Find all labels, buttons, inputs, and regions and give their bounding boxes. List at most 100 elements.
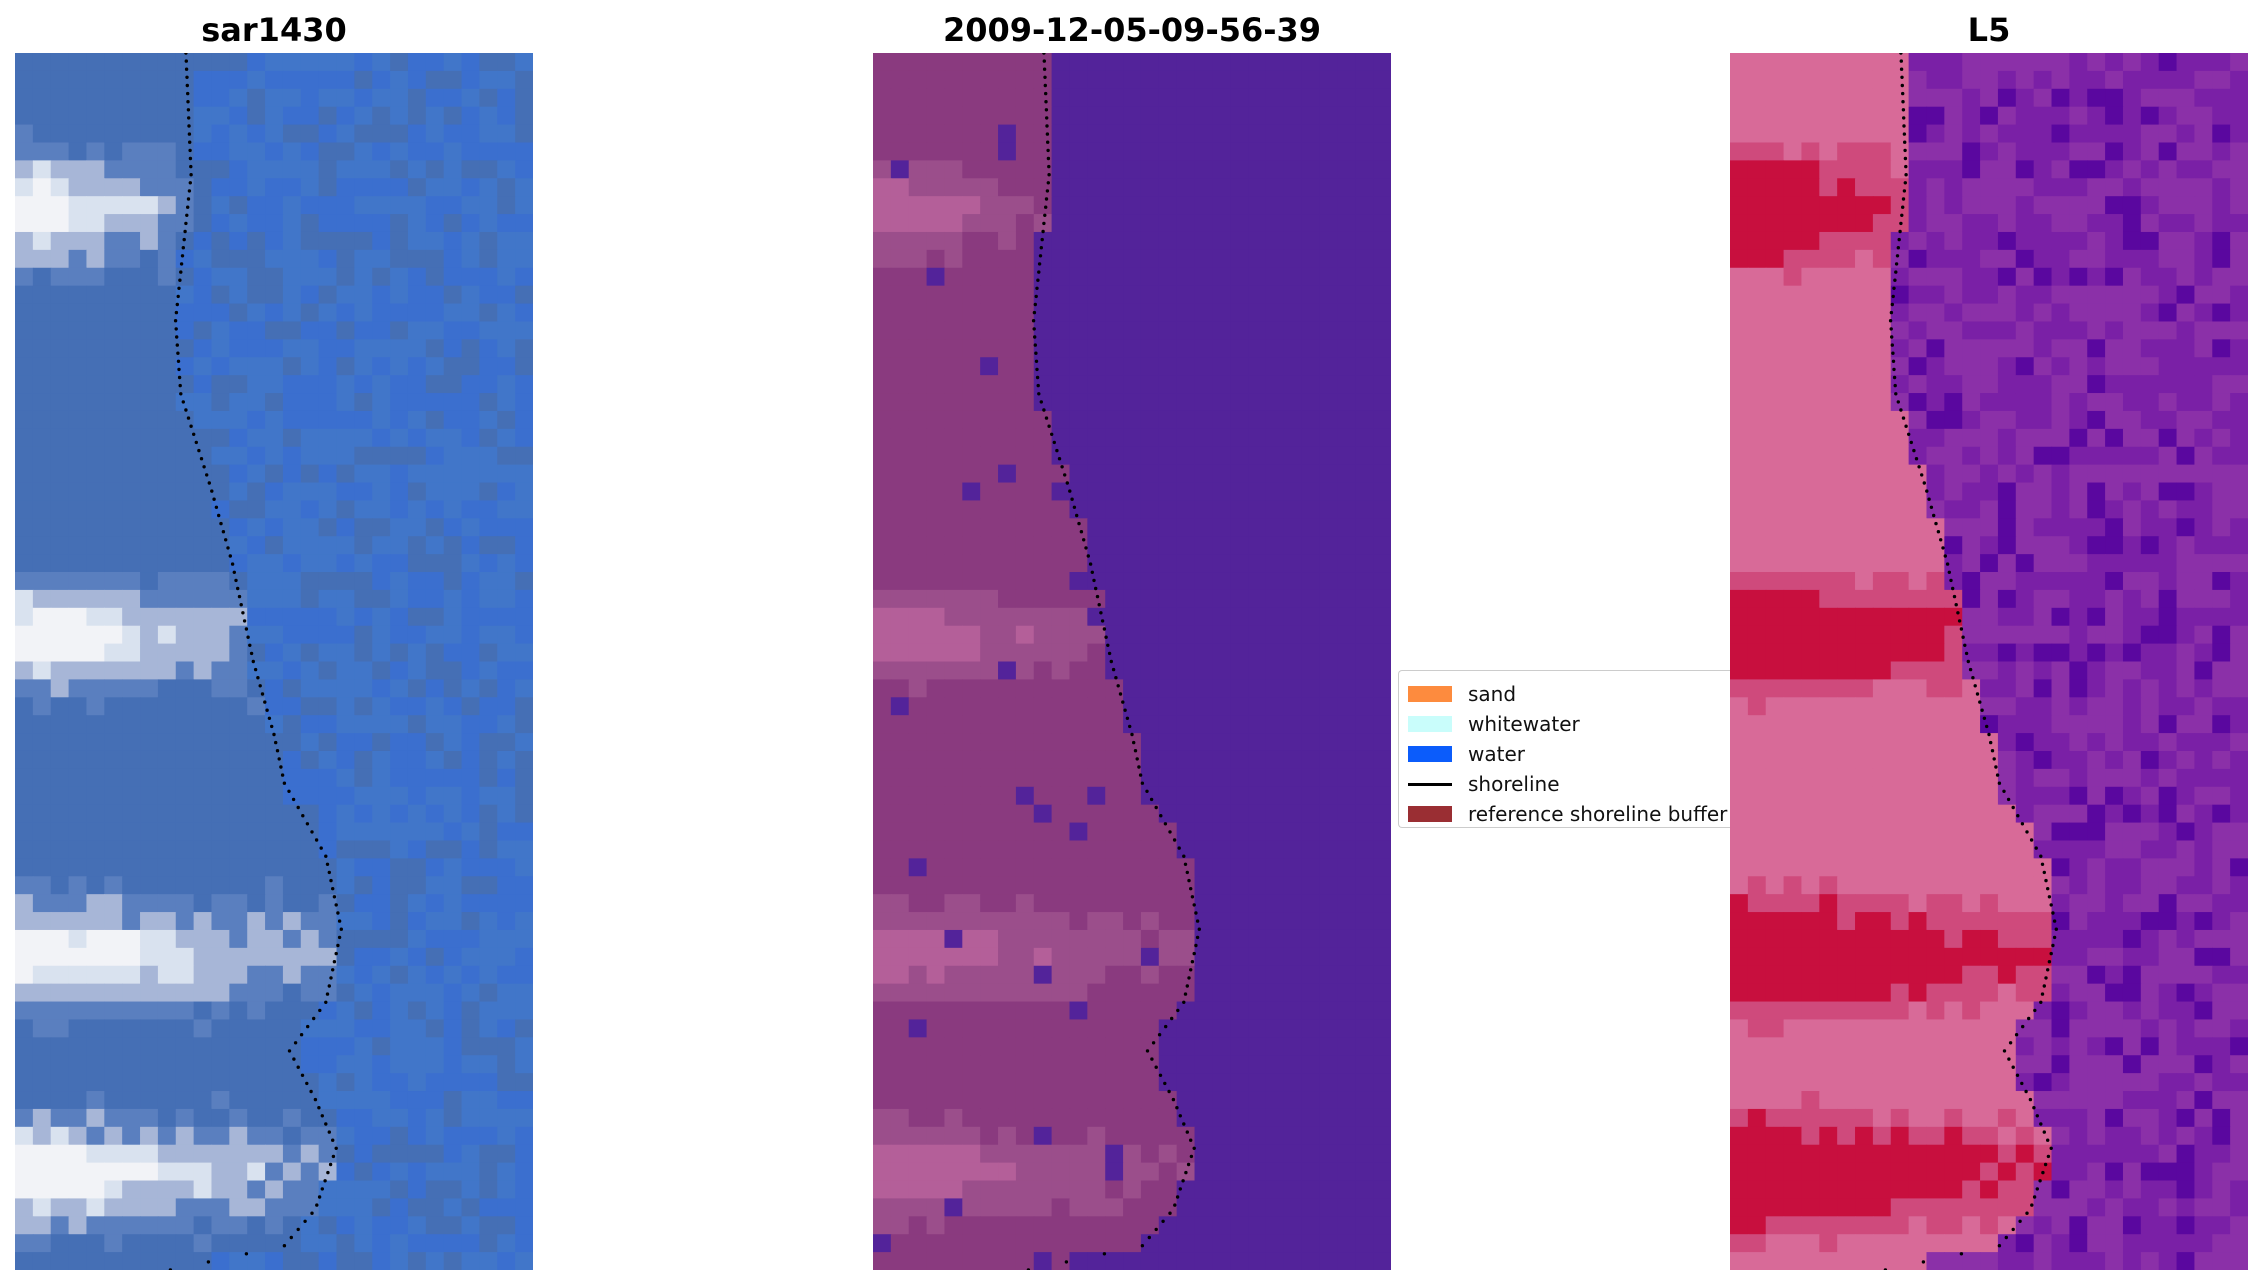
image-pixel [229,822,248,842]
image-pixel [515,947,533,967]
image-pixel [1015,518,1035,537]
image-pixel [479,661,498,680]
image-pixel [390,1198,409,1217]
shoreline-dot [256,676,260,680]
image-pixel [1069,339,1088,358]
image-pixel [157,894,177,913]
image-pixel [461,733,481,752]
image-pixel [1890,231,1910,251]
image-pixel [1051,393,1071,412]
image-pixel [122,321,141,340]
image-pixel [1373,464,1391,484]
image-pixel [175,321,195,340]
image-pixel [515,106,533,126]
image-pixel [908,786,928,806]
image-pixel [1373,231,1391,251]
image-pixel [211,768,230,788]
image-pixel [32,1108,52,1128]
image-pixel [354,321,373,340]
image-pixel [2105,393,2124,412]
image-pixel [1265,178,1285,197]
shoreline-dot [184,59,188,63]
image-pixel [2033,160,2053,179]
image-pixel [265,285,284,305]
image-pixel [1033,1055,1053,1074]
image-pixel [1051,536,1071,555]
image-pixel [1926,214,1945,233]
image-pixel [1087,375,1106,394]
image-pixel [515,983,533,1003]
image-pixel [1265,1252,1285,1270]
image-pixel [998,285,1017,305]
image-pixel [926,518,946,537]
image-pixel [461,1108,481,1128]
image-pixel [32,1252,52,1270]
image-pixel [265,912,284,931]
image-pixel [1069,750,1088,770]
image-pixel [68,285,88,305]
image-pixel [1265,1144,1285,1164]
shoreline-dot [1045,124,1049,128]
image-pixel [1123,536,1142,555]
image-pixel [1319,1019,1339,1038]
image-pixel [1176,1108,1196,1128]
image-pixel [890,1216,910,1235]
shoreline-dot [1045,116,1049,120]
image-pixel [497,1091,516,1110]
shoreline-dot [1097,603,1101,607]
image-pixel [497,1234,516,1253]
image-pixel [1069,1108,1088,1128]
image-pixel [1033,768,1053,788]
image-pixel [1283,1252,1303,1270]
image-pixel [157,750,177,770]
image-pixel [1301,267,1321,287]
image-pixel [2194,142,2213,161]
image-pixel [300,804,320,824]
image-pixel [282,894,302,913]
image-pixel [980,536,999,555]
image-pixel [1765,303,1785,323]
image-pixel [282,178,302,197]
image-pixel [1051,768,1071,788]
image-pixel [1337,536,1356,555]
image-pixel [497,572,516,591]
shoreline-dot [188,156,193,161]
image-pixel [1337,715,1356,734]
image-pixel [425,1234,445,1253]
image-pixel [1855,482,1874,502]
shoreline-dot [1194,943,1198,948]
image-pixel [2033,321,2053,340]
image-pixel [86,106,105,126]
image-pixel [1265,1108,1285,1128]
image-pixel [1212,1162,1231,1182]
image-pixel [122,554,141,573]
shoreline-dot [1042,59,1046,63]
image-pixel [1194,1001,1213,1021]
image-pixel [2087,53,2106,72]
image-pixel [2122,428,2142,448]
image-pixel [926,142,946,161]
image-pixel [926,1073,946,1092]
image-pixel [1105,357,1124,376]
image-pixel [1015,106,1035,126]
image-pixel [1319,88,1339,108]
image-pixel [1301,70,1321,90]
image-pixel [122,160,141,179]
image-pixel [2176,178,2196,197]
image-pixel [1855,375,1874,394]
image-pixel [1212,1019,1231,1038]
image-pixel [372,357,391,376]
image-pixel [515,822,533,842]
image-pixel [873,267,892,287]
image-pixel [2176,124,2196,144]
image-pixel [1355,840,1374,859]
shoreline-dot [219,521,223,526]
image-pixel [282,357,302,376]
image-pixel [425,750,445,770]
image-pixel [86,804,105,824]
image-pixel [479,214,498,233]
image-pixel [515,428,533,448]
image-pixel [354,750,373,770]
image-pixel [1301,214,1321,233]
image-pixel [2212,160,2231,179]
